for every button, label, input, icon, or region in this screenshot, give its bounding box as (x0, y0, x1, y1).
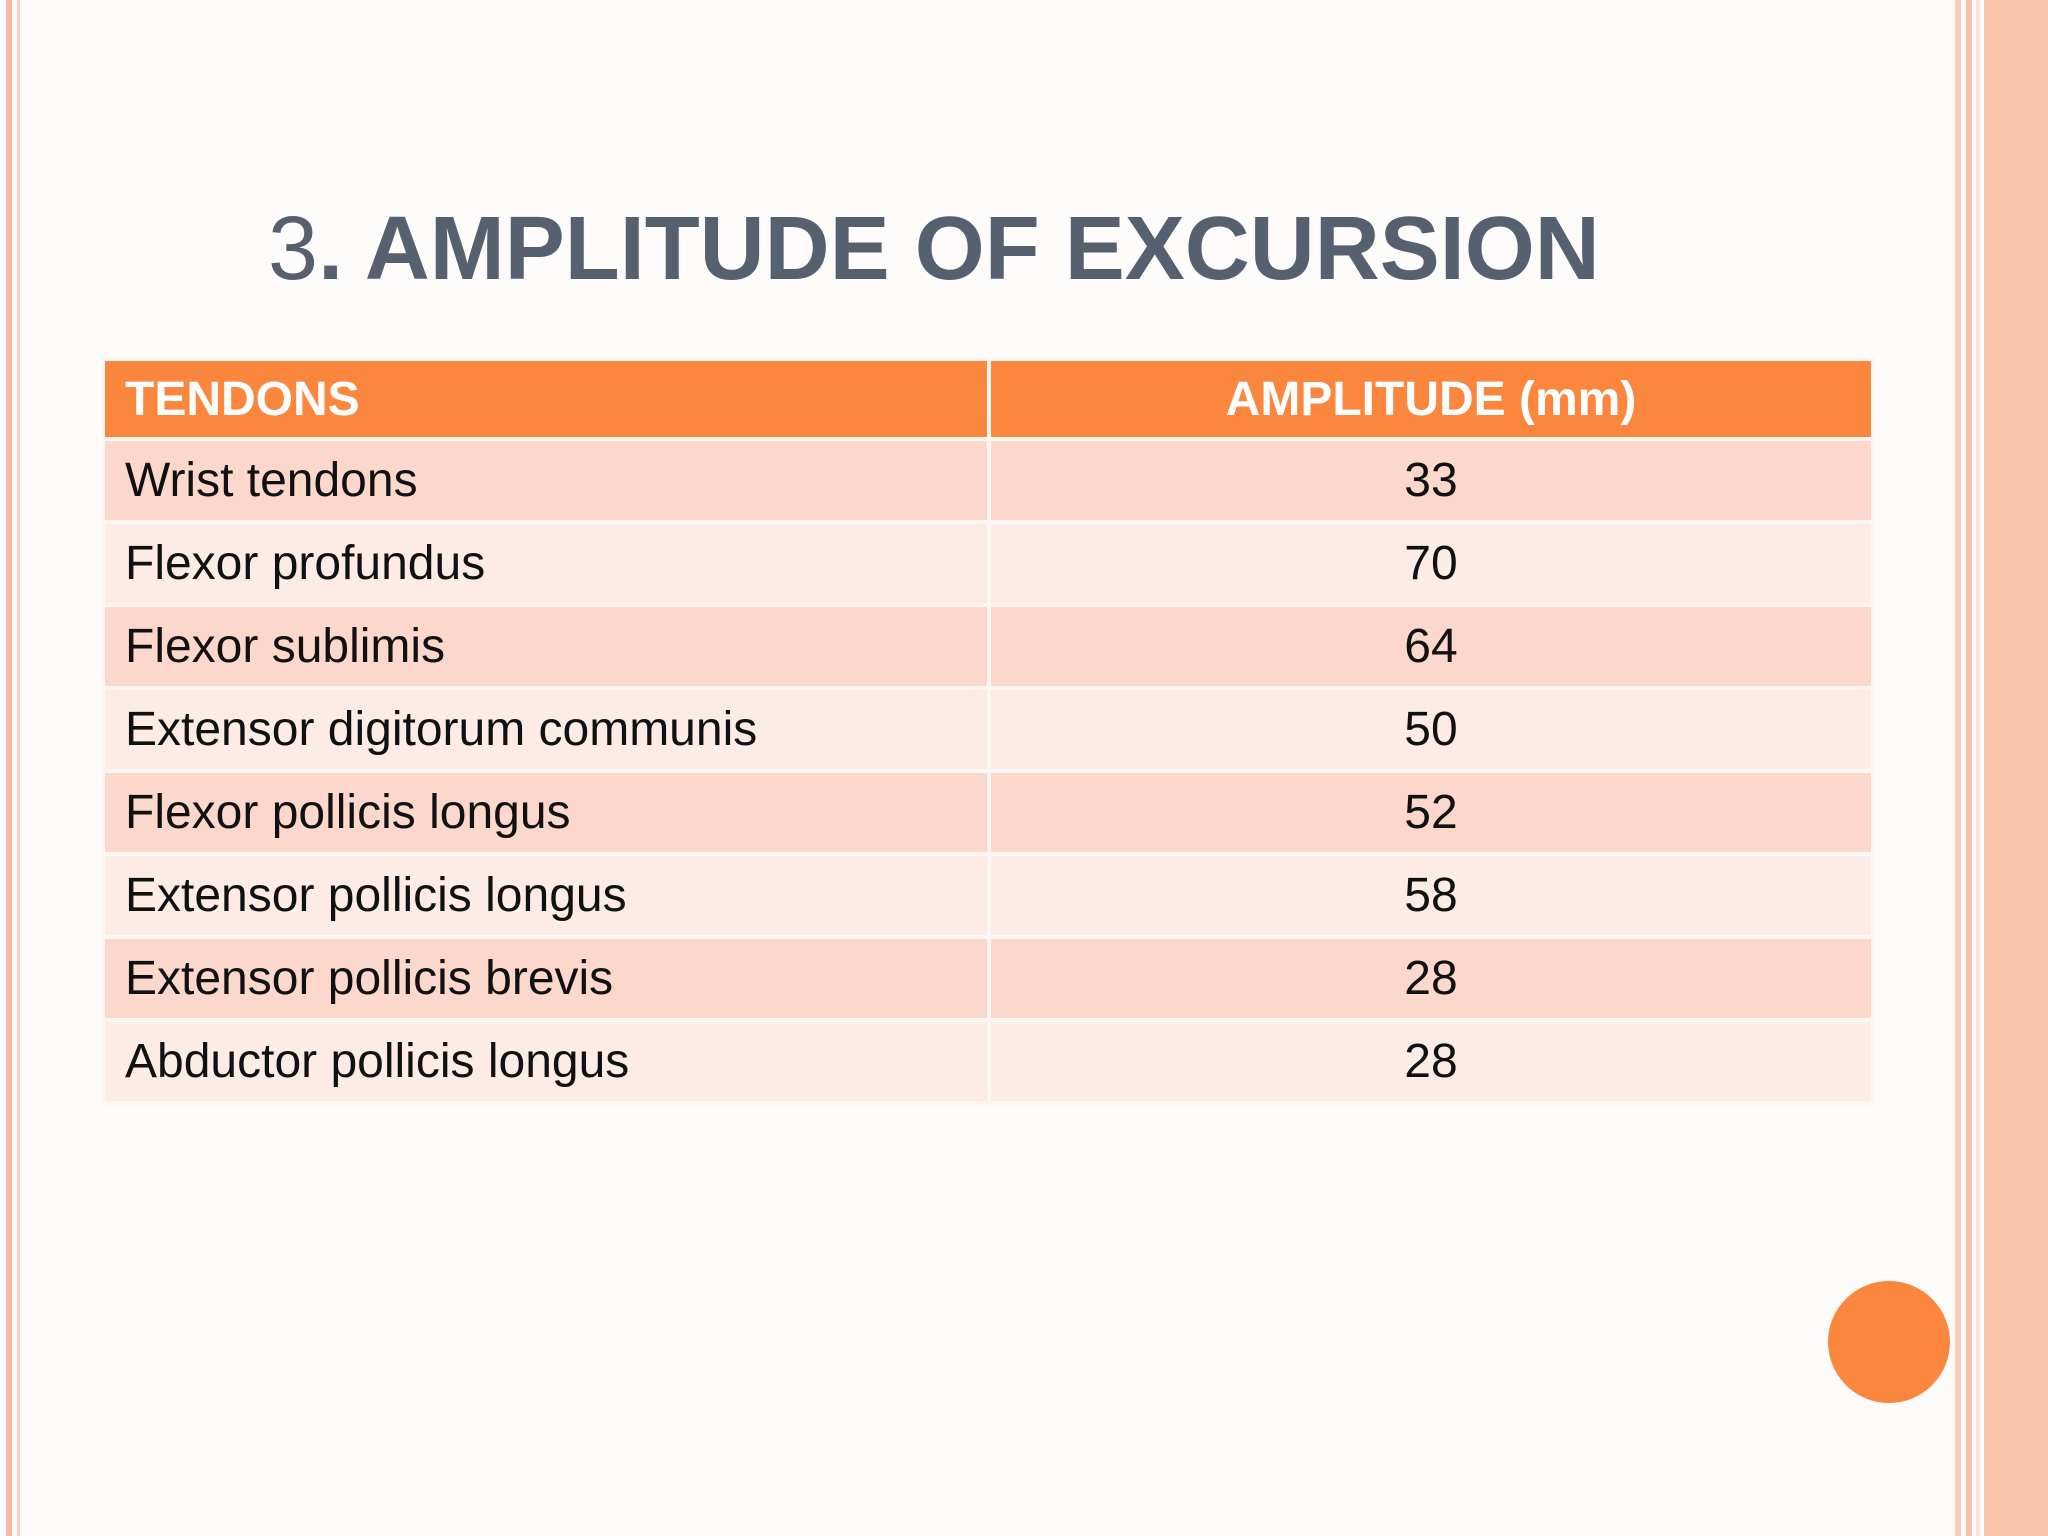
cell-tendon: Wrist tendons (101, 437, 991, 524)
cell-amplitude: 70 (987, 520, 1875, 607)
header-tendons: TENDONS (101, 357, 991, 441)
header-amplitude: AMPLITUDE (mm) (987, 357, 1875, 441)
cell-tendon: Flexor pollicis longus (101, 769, 991, 856)
cell-tendon: Abductor pollicis longus (101, 1018, 991, 1105)
right-border-stripe-gap (1976, 0, 1980, 1536)
amplitude-table: TENDONS AMPLITUDE (mm) Wrist tendons 33 … (101, 357, 1875, 1105)
cell-amplitude: 58 (987, 852, 1875, 939)
cell-amplitude: 28 (987, 935, 1875, 1022)
cell-tendon: Extensor pollicis brevis (101, 935, 991, 1022)
cell-tendon: Flexor profundus (101, 520, 991, 607)
table-row: Flexor profundus 70 (101, 520, 1875, 607)
right-border-stripe-1 (1955, 0, 1961, 1536)
table-row: Extensor digitorum communis 50 (101, 686, 1875, 773)
left-border-stripe-thin (17, 0, 20, 1536)
cell-amplitude: 64 (987, 603, 1875, 690)
right-border-band (1984, 0, 2048, 1536)
table-row: Abductor pollicis longus 28 (101, 1018, 1875, 1105)
slide-title: 3. AMPLITUDE OF EXCURSION (268, 198, 1600, 301)
cell-amplitude: 50 (987, 686, 1875, 773)
right-border-stripe-2 (1966, 0, 1972, 1536)
table-row: Wrist tendons 33 (101, 437, 1875, 524)
table-row: Extensor pollicis longus 58 (101, 852, 1875, 939)
cell-amplitude: 28 (987, 1018, 1875, 1105)
left-border-stripe (6, 0, 12, 1536)
table-row: Extensor pollicis brevis 28 (101, 935, 1875, 1022)
cell-amplitude: 52 (987, 769, 1875, 856)
table-header-row: TENDONS AMPLITUDE (mm) (101, 357, 1875, 441)
cell-amplitude: 33 (987, 437, 1875, 524)
cell-tendon: Extensor digitorum communis (101, 686, 991, 773)
cell-tendon: Extensor pollicis longus (101, 852, 991, 939)
slide-title-text: . AMPLITUDE OF EXCURSION (318, 199, 1600, 299)
table-row: Flexor sublimis 64 (101, 603, 1875, 690)
table-row: Flexor pollicis longus 52 (101, 769, 1875, 856)
cell-tendon: Flexor sublimis (101, 603, 991, 690)
decorative-circle-icon (1828, 1281, 1950, 1403)
slide-title-number: 3 (268, 199, 319, 299)
